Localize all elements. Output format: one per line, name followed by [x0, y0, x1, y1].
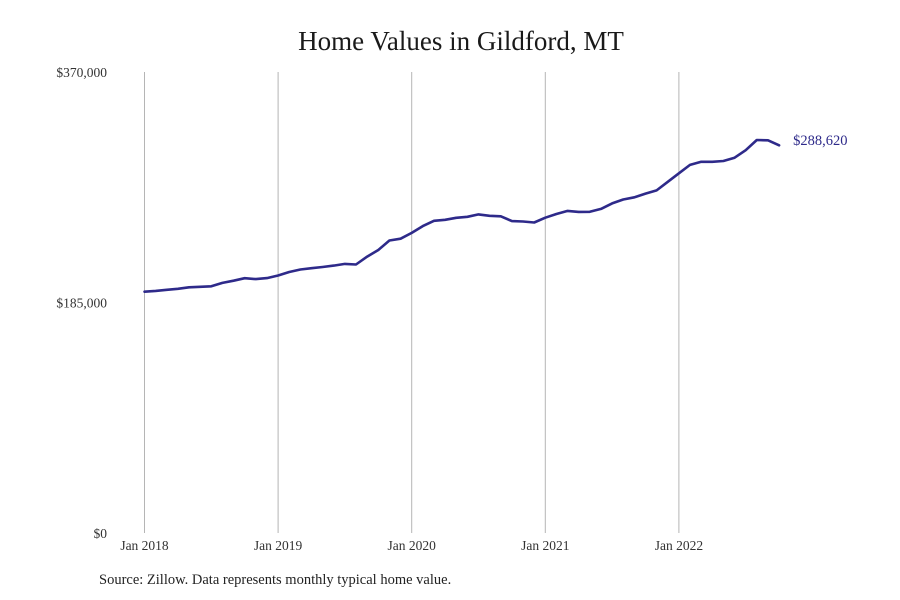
chart-title: Home Values in Gildford, MT — [298, 26, 624, 56]
x-tick-label: Jan 2019 — [254, 538, 303, 553]
series-line — [143, 138, 781, 294]
y-tick-label: $185,000 — [56, 296, 107, 311]
grid-lines — [144, 72, 680, 533]
source-note: Source: Zillow. Data represents monthly … — [99, 572, 452, 588]
y-tick-label: $0 — [94, 526, 108, 541]
x-axis: Jan 2018 Jan 2019 Jan 2020 Jan 2021 Jan 2022 — [120, 538, 703, 553]
y-axis: $0 $185,000 $370,000 — [56, 65, 107, 541]
end-value-label: $288,620 — [793, 133, 847, 149]
x-tick-label: Jan 2021 — [521, 538, 569, 553]
y-tick-label: $370,000 — [56, 65, 107, 80]
x-tick-label: Jan 2022 — [655, 538, 703, 553]
x-tick-label: Jan 2020 — [388, 538, 437, 553]
series-layer: $288,620 — [143, 133, 847, 294]
x-tick-label: Jan 2018 — [120, 538, 169, 553]
